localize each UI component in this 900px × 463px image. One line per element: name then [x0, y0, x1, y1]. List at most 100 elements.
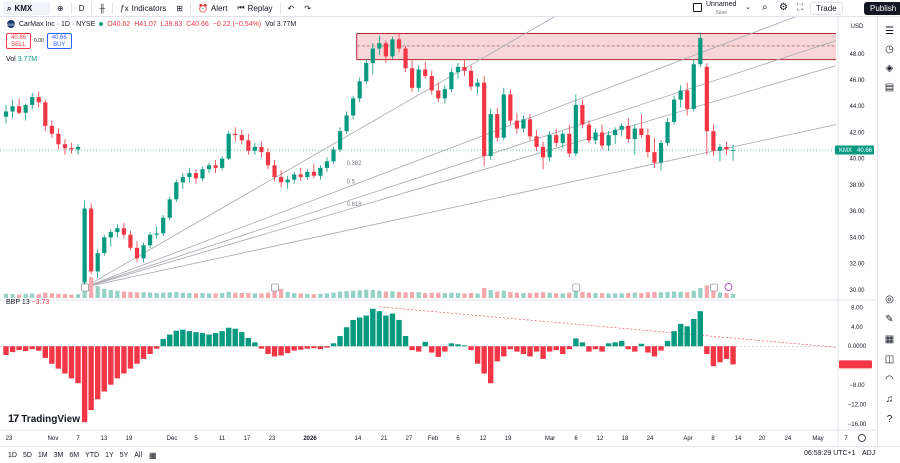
time-tick-label: 19 [126, 436, 133, 442]
candle-body [252, 146, 257, 151]
tradingview-logo[interactable]: 17 TradingView [8, 413, 80, 425]
bbp-bar [730, 346, 736, 365]
volume-bar [115, 290, 120, 298]
bbp-bar [455, 344, 461, 347]
chart-type-button[interactable]: ╫ [94, 0, 110, 17]
bbp-bar [632, 346, 638, 352]
bbp-bar [422, 341, 428, 347]
bbp-bar [22, 346, 29, 352]
bbp-legend[interactable]: BBP 13 −3.73 [6, 299, 49, 306]
sell-label: SELL [11, 42, 26, 48]
volume-bar [632, 292, 637, 298]
utc-clock[interactable]: 06:59:29 UTC+1 [804, 450, 856, 457]
range-button-5y[interactable]: 5Y [119, 451, 129, 459]
earnings-marker-icon [81, 283, 89, 292]
ideas-icon[interactable]: ✎ [885, 314, 894, 325]
replay-label: Replay [247, 3, 273, 13]
time-tick-label: 21 [381, 436, 388, 442]
time-tick-label: 7 [844, 436, 848, 442]
alert-button[interactable]: ⏰ Alert [193, 0, 232, 17]
candle-body [410, 68, 415, 88]
interval-button[interactable]: D [74, 0, 90, 17]
candle-body [613, 129, 618, 136]
redo-button[interactable]: ↷ [299, 0, 316, 17]
range-button-all[interactable]: All [134, 451, 143, 459]
volume-bar [449, 292, 454, 298]
target-icon[interactable]: ◎ [885, 294, 894, 305]
volume-bar [645, 292, 650, 298]
notes-icon[interactable]: ▤ [884, 82, 895, 93]
candle-body [632, 128, 637, 140]
volume-legend[interactable]: Vol 3.77M [6, 56, 37, 63]
alerts-clock-icon[interactable]: ◷ [885, 44, 894, 55]
candle-body [324, 161, 330, 168]
time-axis-settings-gear-icon [858, 434, 866, 442]
replay-button[interactable]: ⏮ Replay [232, 0, 277, 17]
range-button-1y[interactable]: 1Y [105, 451, 114, 459]
range-button-3m[interactable]: 3M [53, 451, 64, 459]
help-icon[interactable]: ? [886, 414, 893, 425]
symbol-legend: KMX CarMax Inc · 1D · NYSE O40.62 H41.07… [7, 20, 296, 28]
notifications-bell-icon[interactable]: ♫ [885, 394, 894, 405]
layout-name-button[interactable]: Unnamed Save [706, 1, 736, 17]
volume-bar [691, 290, 696, 298]
trade-button[interactable]: Trade [810, 2, 843, 15]
volume-bar [390, 291, 395, 298]
range-button-5d[interactable]: 5D [22, 451, 32, 459]
chat-icon[interactable]: ◫ [884, 354, 895, 365]
broadcast-icon[interactable]: ◠ [885, 374, 894, 385]
symbol-name[interactable]: CarMax Inc · 1D · NYSE [19, 20, 96, 28]
calendar-range-icon[interactable]: ▦ [149, 450, 157, 460]
range-button-1m[interactable]: 1M [37, 451, 48, 459]
bbp-bar [212, 333, 219, 347]
price-tick-label: 32.00 [849, 262, 865, 268]
dividend-marker-icon [724, 283, 733, 291]
candle-body [305, 171, 310, 178]
undo-button[interactable]: ↶ [283, 0, 300, 17]
calendar-icon[interactable]: ▦ [884, 334, 895, 345]
fullscreen-icon[interactable]: ⛶ [797, 2, 804, 12]
indicators-button[interactable]: ƒx Indicators [115, 0, 171, 17]
volume-bar [154, 293, 159, 298]
compare-symbol-button[interactable]: ⊕ [52, 0, 69, 17]
tradingview-wordmark: TradingView [21, 413, 80, 425]
sell-button[interactable]: 40.66 SELL [6, 33, 31, 49]
candle-body [698, 38, 703, 65]
symbol-search[interactable]: ⌕ KMX [3, 2, 50, 15]
candle-body [652, 152, 657, 163]
bbp-bar [343, 327, 350, 347]
settings-gear-icon[interactable]: ⚙ [779, 2, 788, 13]
earnings-marker-icon [271, 283, 279, 292]
range-button-6m[interactable]: 6M [69, 451, 80, 459]
price-tick-label: 42.00 [849, 130, 865, 136]
chart-area[interactable]: 0.382 0.5 0.618 USD 48.00 46.00 44.00 42.00 40.0… [0, 17, 877, 446]
volume-bar [593, 293, 598, 298]
volume-bar [678, 291, 683, 298]
bbp-bar [121, 346, 127, 374]
bbp-bar [442, 346, 448, 352]
candle-body [573, 104, 578, 154]
candle-body [43, 102, 48, 126]
chevron-down-icon[interactable]: ⌄ [745, 4, 751, 11]
search-icon[interactable]: ⌕ [762, 2, 768, 13]
watchlist-icon[interactable]: ☰ [885, 26, 894, 37]
layers-icon[interactable]: ◈ [885, 63, 894, 74]
adjust-toggle[interactable]: ADJ [862, 450, 876, 457]
sell-price: 40.66 [10, 35, 26, 41]
templates-button[interactable]: ⊞ [171, 0, 188, 17]
publish-button[interactable]: Publish [864, 2, 900, 15]
earnings-marker-box [271, 283, 279, 292]
bbp-bar [311, 346, 317, 349]
candle-body [495, 114, 500, 138]
buy-button[interactable]: 40.66 BUY [46, 33, 72, 49]
bbp-tick-label: −8.00 [849, 383, 865, 389]
range-button-ytd[interactable]: YTD [85, 451, 100, 459]
plus-icon: ⊕ [57, 3, 64, 13]
bbp-tick-label: 4.00 [851, 325, 863, 331]
candle-body [279, 177, 284, 183]
range-button-1d[interactable]: 1D [8, 451, 17, 459]
layout-checkbox-icon[interactable] [693, 3, 702, 12]
earnings-marker-icon [710, 283, 718, 292]
redo-icon: ↷ [304, 3, 311, 13]
volume-legend-label: Vol [6, 56, 16, 63]
